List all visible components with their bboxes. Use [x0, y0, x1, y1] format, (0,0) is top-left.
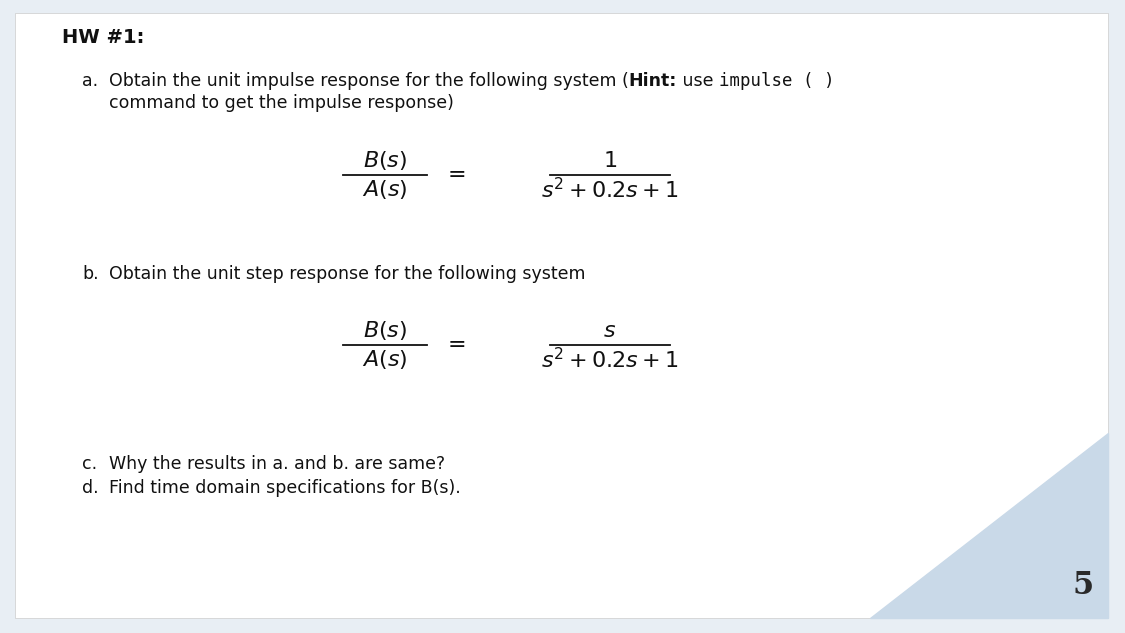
- Text: =: =: [448, 164, 467, 186]
- Polygon shape: [870, 433, 1108, 618]
- Text: $B(s)$: $B(s)$: [363, 319, 407, 342]
- Text: use: use: [677, 72, 719, 90]
- Text: $B(s)$: $B(s)$: [363, 149, 407, 172]
- Text: $1$: $1$: [603, 150, 616, 172]
- Text: $s^2 + 0.2s + 1$: $s^2 + 0.2s + 1$: [541, 348, 678, 373]
- Text: command to get the impulse response): command to get the impulse response): [109, 94, 453, 112]
- Text: Hint:: Hint:: [629, 72, 677, 90]
- Text: d.: d.: [82, 479, 99, 497]
- Text: impulse ( ): impulse ( ): [719, 72, 835, 90]
- Text: $A(s)$: $A(s)$: [362, 178, 407, 201]
- Text: $s^2 + 0.2s + 1$: $s^2 + 0.2s + 1$: [541, 178, 678, 203]
- Text: HW #1:: HW #1:: [62, 28, 144, 47]
- Text: Obtain the unit impulse response for the following system (: Obtain the unit impulse response for the…: [109, 72, 629, 90]
- Text: $A(s)$: $A(s)$: [362, 348, 407, 371]
- Text: $s$: $s$: [603, 320, 616, 342]
- Text: Obtain the unit step response for the following system: Obtain the unit step response for the fo…: [109, 265, 585, 283]
- Text: Find time domain specifications for B(s).: Find time domain specifications for B(s)…: [109, 479, 461, 497]
- Text: b.: b.: [82, 265, 99, 283]
- Text: a.: a.: [82, 72, 98, 90]
- Text: 5: 5: [1072, 570, 1094, 601]
- Text: =: =: [448, 334, 467, 356]
- Text: c.: c.: [82, 455, 97, 473]
- Text: Why the results in a. and b. are same?: Why the results in a. and b. are same?: [109, 455, 446, 473]
